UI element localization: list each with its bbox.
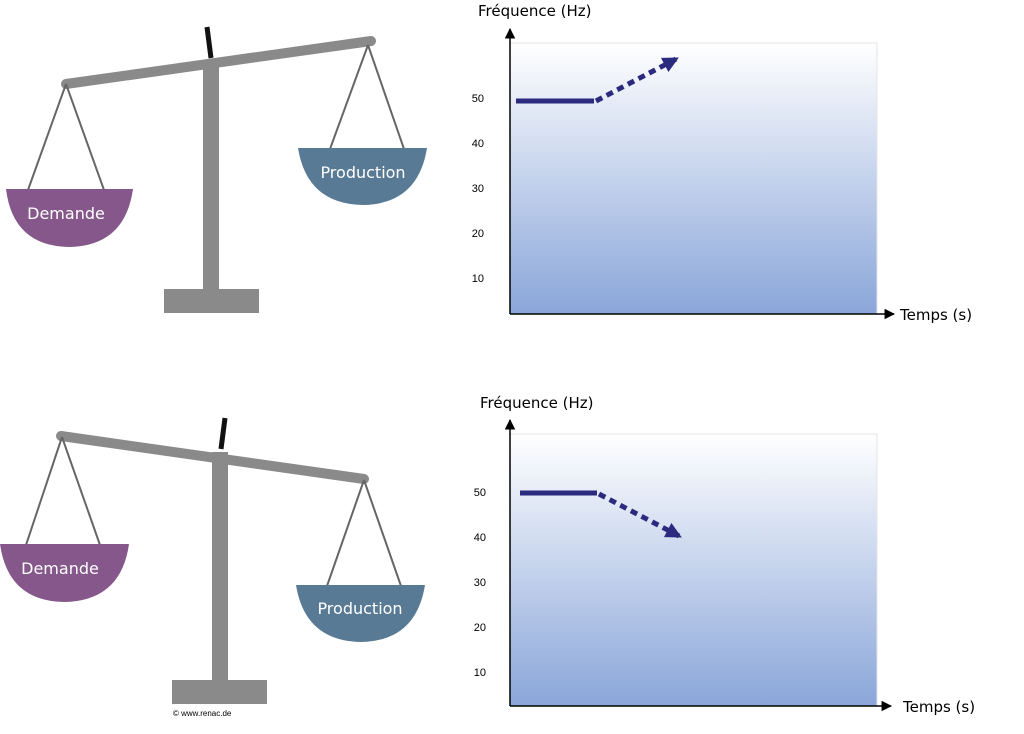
y-tick-label: 20 <box>472 228 484 240</box>
balance-scale: Demande Production <box>0 417 425 704</box>
production-pan-label: Production <box>317 599 402 618</box>
y-tick-label: 50 <box>472 93 484 105</box>
chart-plot-area <box>509 433 878 707</box>
y-tick-label: 10 <box>472 273 484 285</box>
scenario-1: Demande Production Fréquence (Hz) Temps … <box>6 2 972 324</box>
x-axis-title: Temps (s) <box>899 306 972 324</box>
y-tick-label: 40 <box>472 138 484 150</box>
y-axis-title: Fréquence (Hz) <box>480 394 593 412</box>
pan-string <box>27 83 67 191</box>
pan-string <box>367 44 405 150</box>
frequency-trend-arrow-down <box>597 491 682 539</box>
demand-pan-label: Demande <box>21 559 99 578</box>
y-tick-label: 30 <box>472 183 484 195</box>
scale-pointer <box>218 417 228 450</box>
y-tick-label: 10 <box>474 667 486 679</box>
y-tick-label: 20 <box>474 622 486 634</box>
scale-pointer <box>204 26 214 59</box>
pan-string <box>61 436 101 546</box>
pan-string <box>329 44 369 150</box>
demand-pan <box>6 189 133 247</box>
scale-beam <box>61 36 376 89</box>
demand-pan-label: Demande <box>27 204 105 223</box>
scale-post <box>203 62 219 290</box>
scale-base <box>172 680 267 704</box>
y-axis-title: Fréquence (Hz) <box>478 2 591 20</box>
production-pan-label: Production <box>320 163 405 182</box>
chart-plot-area <box>509 42 878 315</box>
pan-string <box>25 436 63 546</box>
y-tick-label: 50 <box>474 487 486 499</box>
y-tick-label: 40 <box>474 532 486 544</box>
copyright-notice: © www.renac.de <box>173 709 232 718</box>
pan-string <box>65 83 105 191</box>
scale-post <box>212 452 228 682</box>
pan-string <box>363 479 402 587</box>
frequency-chart: Fréquence (Hz) Temps (s) 10 20 30 40 50 <box>472 2 972 324</box>
balance-scale: Demande Production <box>6 26 427 313</box>
frequency-chart: Fréquence (Hz) Temps (s) 10 20 30 40 50 <box>474 394 975 716</box>
production-pan <box>296 585 425 642</box>
production-pan <box>298 148 427 205</box>
demand-pan <box>0 544 129 602</box>
x-axis-title: Temps (s) <box>902 698 975 716</box>
scenario-2: Demande Production Fréquence (Hz) Temps … <box>0 394 975 718</box>
scale-beam <box>56 431 369 484</box>
y-tick-label: 30 <box>474 577 486 589</box>
pan-string <box>326 479 365 587</box>
frequency-trend-arrow-up <box>594 56 679 104</box>
scale-base <box>164 289 259 313</box>
